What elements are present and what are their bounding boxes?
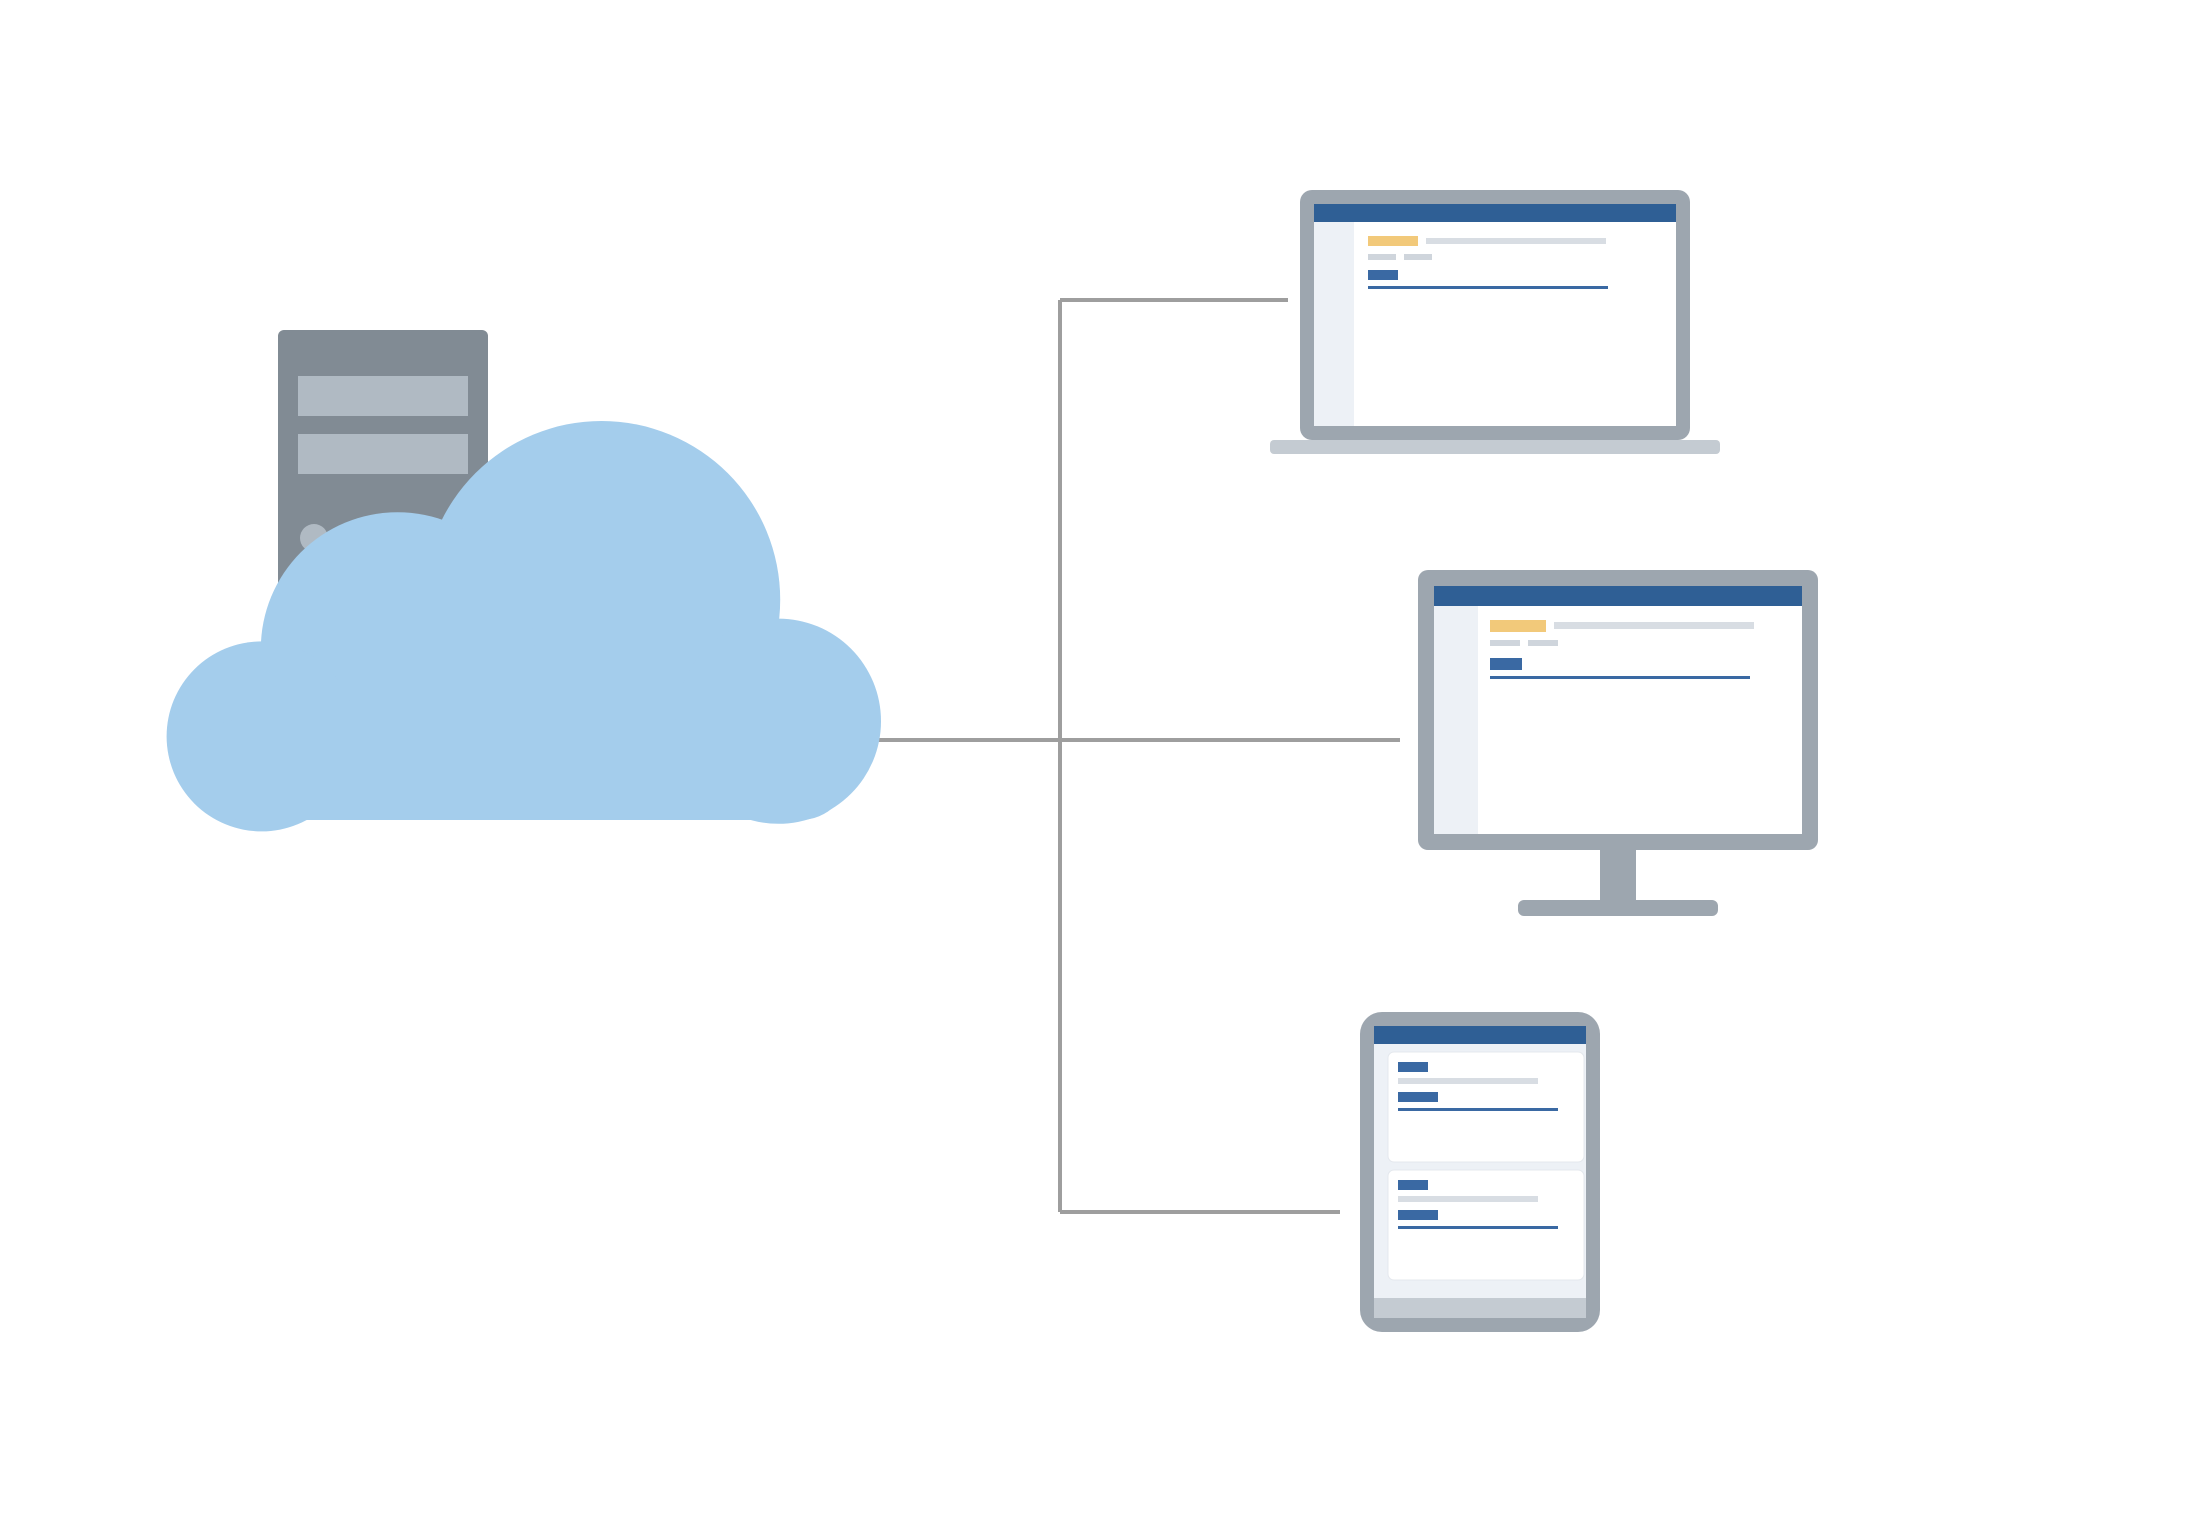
laptop-icon	[1270, 190, 1720, 454]
cloud-icon	[167, 421, 881, 831]
tablet-icon	[1360, 1012, 1600, 1332]
monitor-icon	[1418, 570, 1818, 916]
